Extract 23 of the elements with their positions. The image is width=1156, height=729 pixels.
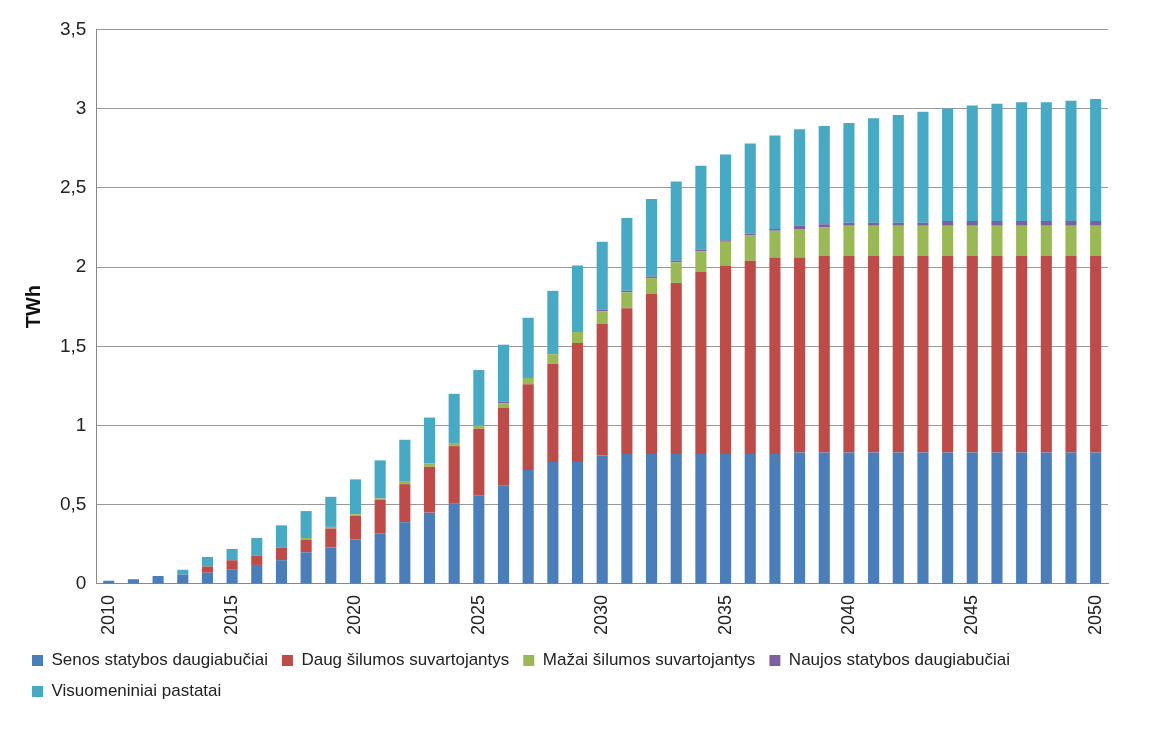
- x-tick-label: 2040: [837, 594, 858, 635]
- y-tick-label: 1: [75, 413, 87, 435]
- x-tick-label: 2025: [467, 594, 488, 635]
- legend-label: Mažai šilumos suvartojantys: [542, 650, 756, 670]
- y-tick-label: 0: [75, 572, 87, 594]
- y-tick-label: 2: [75, 255, 87, 277]
- x-tick-label: 2020: [344, 594, 365, 635]
- legend-label: Visuomeniniai pastatai: [51, 681, 222, 701]
- y-axis-title: TWh: [21, 285, 44, 329]
- y-tick-label: 3: [75, 96, 87, 118]
- x-tick-label: 2045: [961, 594, 982, 635]
- legend-label: Daug šilumos suvartojantys: [301, 650, 510, 670]
- legend-label: Senos statybos daugiabučiai: [51, 650, 268, 670]
- y-tick-label: 1,5: [59, 334, 87, 356]
- y-tick-label: 0,5: [59, 492, 87, 514]
- x-tick-label: 2010: [97, 594, 118, 635]
- x-tick-label: 2050: [1084, 594, 1105, 635]
- y-tick-label: 2,5: [59, 176, 87, 198]
- x-tick-label: 2030: [591, 594, 612, 635]
- x-tick-label: 2035: [714, 594, 735, 635]
- x-tick-label: 2015: [221, 594, 242, 635]
- y-tick-label: 3,5: [59, 17, 87, 39]
- legend-label: Naujos statybos daugiabučiai: [788, 650, 1011, 670]
